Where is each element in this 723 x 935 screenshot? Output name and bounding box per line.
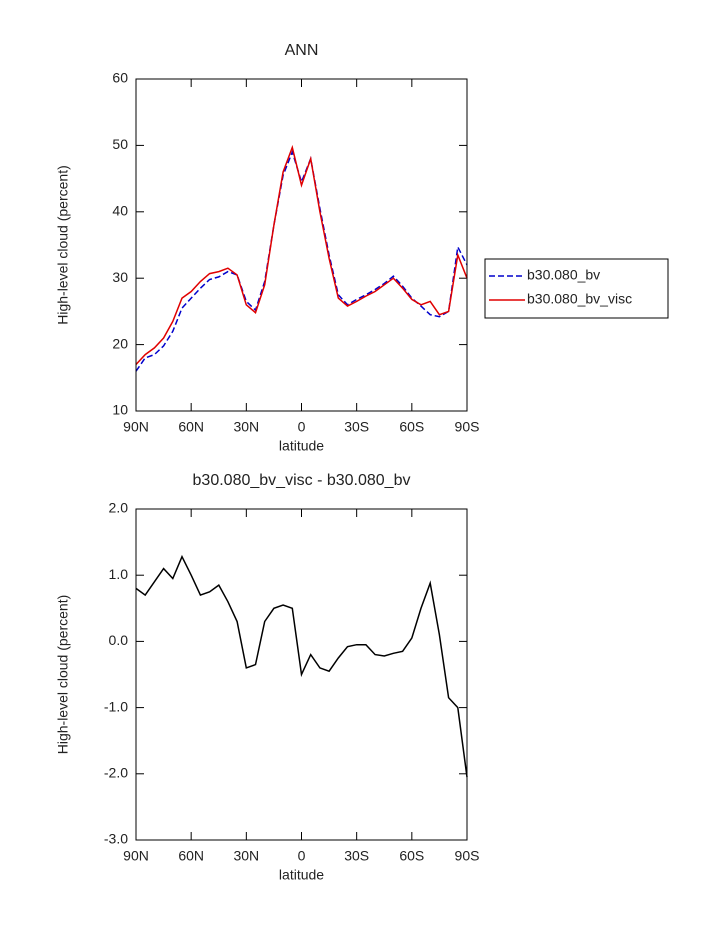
data-line xyxy=(135,144,468,366)
y-tick-label: 0.0 xyxy=(109,632,129,648)
chart-title: ANN xyxy=(285,42,319,59)
x-tick-label: 30S xyxy=(344,848,369,864)
x-tick-label: 30S xyxy=(344,419,369,435)
y-axis-label: High-level cloud (percent) xyxy=(55,595,71,755)
x-tick-label: 60N xyxy=(178,848,204,864)
x-tick-label: 30N xyxy=(233,419,259,435)
data-line xyxy=(135,149,468,372)
x-tick-label: 60N xyxy=(178,419,204,435)
x-tick-label: 60S xyxy=(399,419,424,435)
x-tick-label: 0 xyxy=(298,419,306,435)
legend-label: b30.080_bv_visc xyxy=(527,291,632,307)
x-tick-label: 90S xyxy=(455,848,480,864)
y-tick-label: 50 xyxy=(112,136,128,152)
y-tick-label: 40 xyxy=(112,203,128,219)
y-tick-label: -1.0 xyxy=(104,698,128,714)
legend-label: b30.080_bv xyxy=(527,267,600,283)
x-tick-label: 0 xyxy=(298,848,306,864)
x-tick-label: 60S xyxy=(399,848,424,864)
y-tick-label: -2.0 xyxy=(104,765,128,781)
plot-frame xyxy=(135,78,468,412)
y-axis-label: High-level cloud (percent) xyxy=(55,165,71,325)
y-tick-label: 30 xyxy=(112,269,128,285)
data-line xyxy=(135,554,468,778)
x-tick-label: 30N xyxy=(233,848,259,864)
y-tick-label: -3.0 xyxy=(104,831,128,847)
x-tick-label: 90N xyxy=(123,419,149,435)
y-tick-label: 10 xyxy=(112,402,128,418)
y-tick-label: 20 xyxy=(112,335,128,351)
y-tick-label: 2.0 xyxy=(109,500,129,516)
x-tick-label: 90S xyxy=(455,419,480,435)
legend-box xyxy=(484,258,669,319)
x-axis-label: latitude xyxy=(279,438,324,454)
x-axis-label: latitude xyxy=(279,867,324,883)
y-tick-label: 60 xyxy=(112,70,128,86)
y-tick-label: 1.0 xyxy=(109,566,129,582)
chart-title: b30.080_bv_visc - b30.080_bv xyxy=(193,472,411,489)
x-tick-label: 90N xyxy=(123,848,149,864)
plot-frame xyxy=(135,508,468,841)
